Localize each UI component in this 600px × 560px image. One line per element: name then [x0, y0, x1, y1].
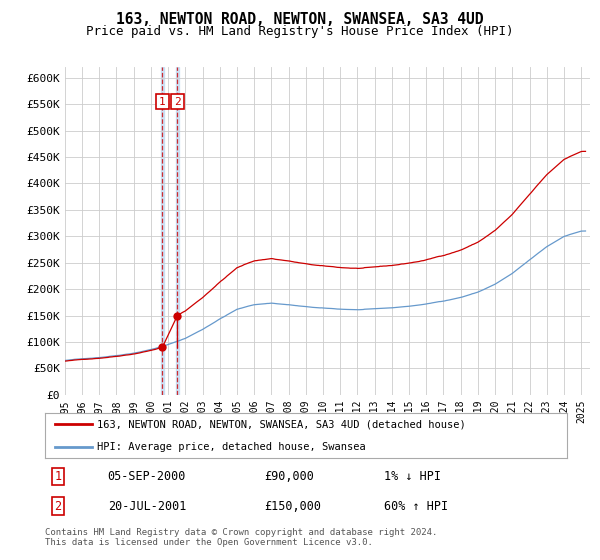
Text: 05-SEP-2000: 05-SEP-2000: [107, 470, 186, 483]
Text: 1: 1: [55, 470, 62, 483]
Text: HPI: Average price, detached house, Swansea: HPI: Average price, detached house, Swan…: [97, 442, 366, 452]
Bar: [176, 67, 179, 395]
Text: £90,000: £90,000: [264, 470, 314, 483]
Bar: [161, 67, 164, 395]
Text: 60% ↑ HPI: 60% ↑ HPI: [385, 500, 448, 513]
Text: 163, NEWTON ROAD, NEWTON, SWANSEA, SA3 4UD (detached house): 163, NEWTON ROAD, NEWTON, SWANSEA, SA3 4…: [97, 419, 466, 430]
Text: 2: 2: [174, 96, 181, 106]
Text: £150,000: £150,000: [264, 500, 321, 513]
Text: 163, NEWTON ROAD, NEWTON, SWANSEA, SA3 4UD: 163, NEWTON ROAD, NEWTON, SWANSEA, SA3 4…: [116, 12, 484, 27]
Text: 20-JUL-2001: 20-JUL-2001: [107, 500, 186, 513]
Text: 2: 2: [55, 500, 62, 513]
Text: 1: 1: [159, 96, 166, 106]
Text: Price paid vs. HM Land Registry's House Price Index (HPI): Price paid vs. HM Land Registry's House …: [86, 25, 514, 38]
Text: Contains HM Land Registry data © Crown copyright and database right 2024.
This d: Contains HM Land Registry data © Crown c…: [45, 528, 437, 547]
Text: 1% ↓ HPI: 1% ↓ HPI: [385, 470, 442, 483]
